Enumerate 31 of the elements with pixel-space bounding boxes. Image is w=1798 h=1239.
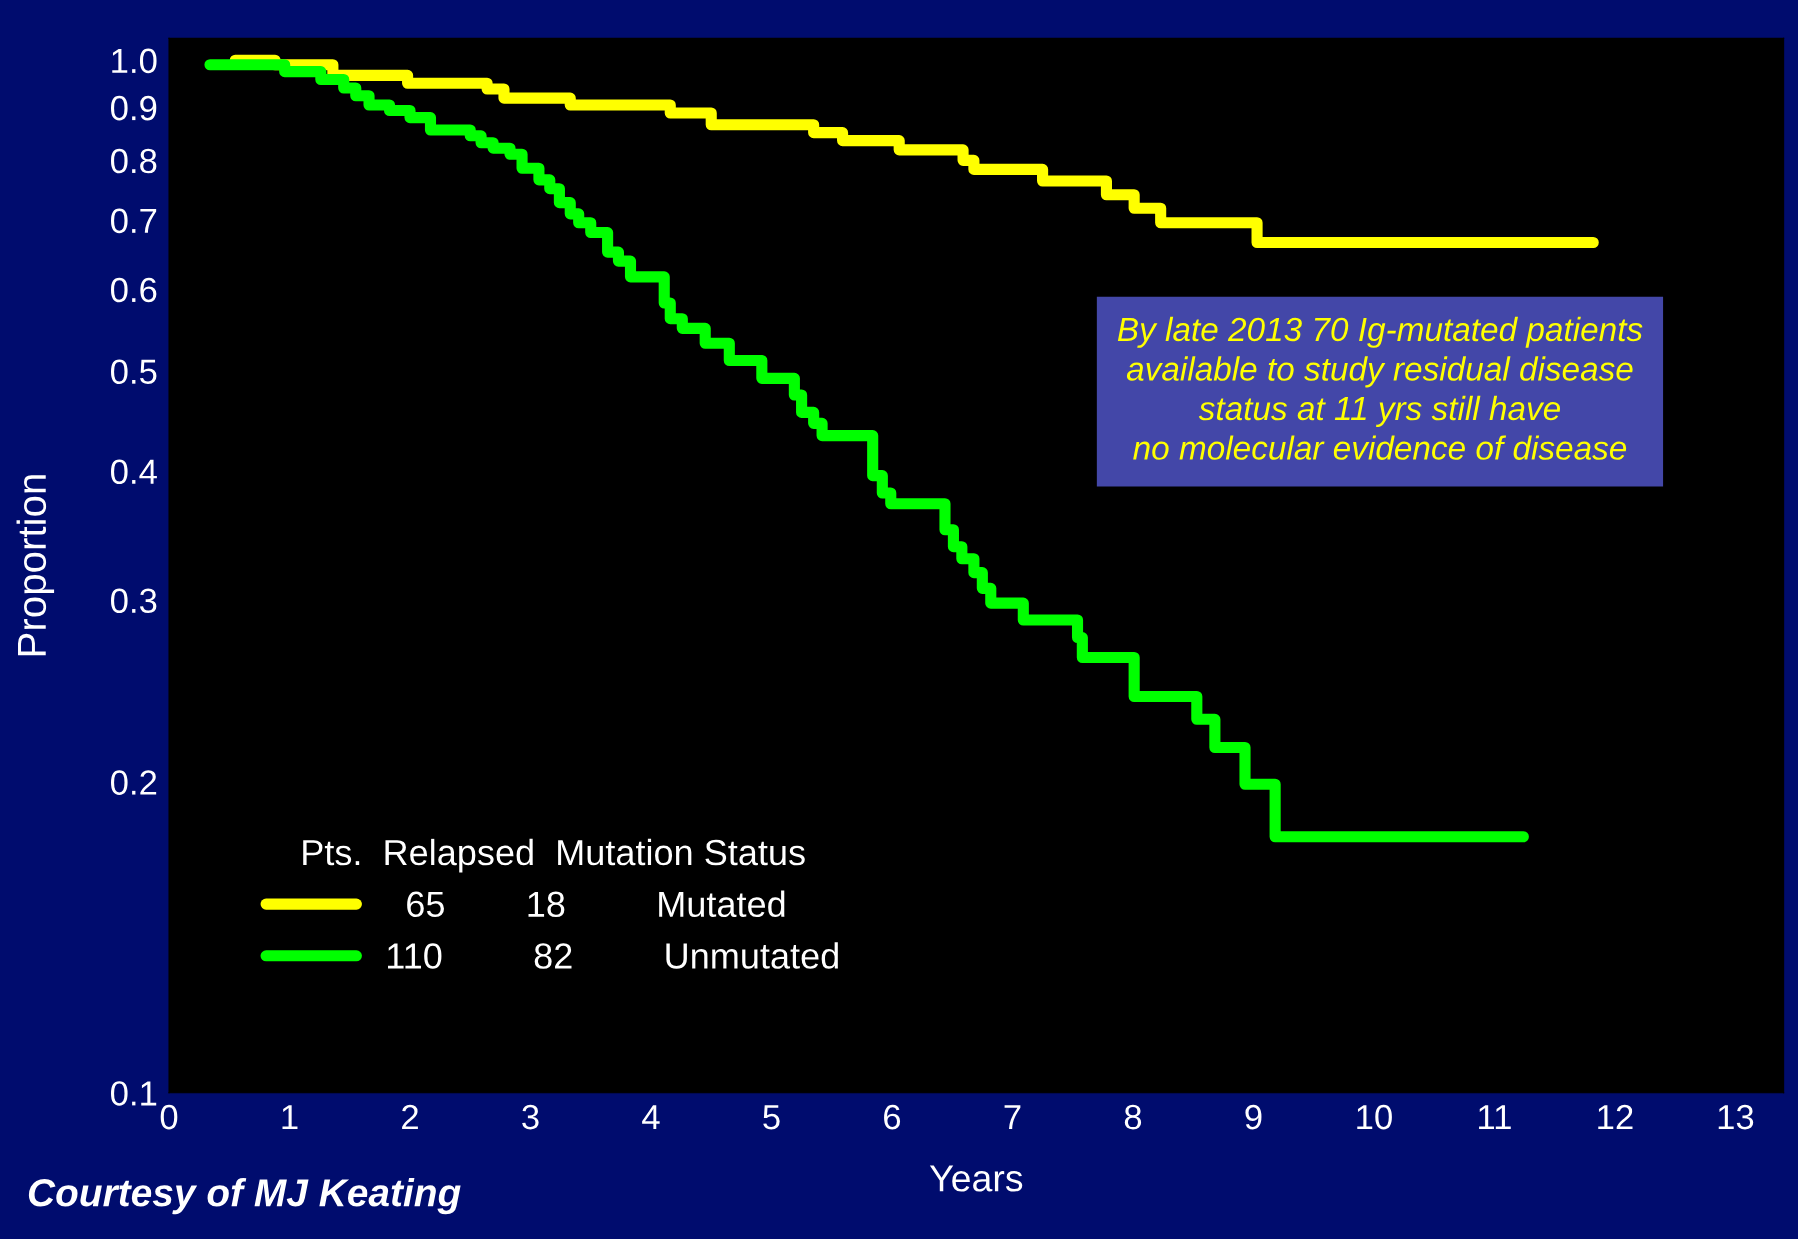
x-axis-title: Years bbox=[929, 1165, 1023, 1192]
y-tick-label: 0.6 bbox=[110, 277, 157, 303]
text: Courtesy of MJ Keating bbox=[28, 1177, 461, 1215]
x-tick-label: 9 bbox=[1245, 1104, 1262, 1130]
y-tick-label: 0.3 bbox=[110, 588, 157, 614]
y-tick-label: 0.2 bbox=[110, 770, 157, 795]
annotation: By late 2013 70 Ig-mutated patients available to study residual disease status at 11 yrs still have no molecular evidence of disease bbox=[1117, 316, 1643, 460]
x-tick-label: 6 bbox=[884, 1104, 901, 1130]
x-tick-label: 11 bbox=[1479, 1105, 1511, 1130]
y-tick-label: 1.0 bbox=[112, 48, 157, 74]
x-tick-label: 0 bbox=[160, 1104, 178, 1130]
y-tick-label: 0.7 bbox=[110, 208, 157, 234]
x-tick-label: 1 bbox=[282, 1105, 298, 1130]
x-tick-label: 2 bbox=[402, 1104, 418, 1130]
y-tick-label: 0.1 bbox=[110, 1081, 157, 1106]
legend-label: 65 18 Mutated bbox=[407, 890, 785, 918]
x-tick-label: 3 bbox=[522, 1104, 539, 1130]
y-tick-label: 0.4 bbox=[110, 459, 157, 485]
x-tick-label: 13 bbox=[1718, 1104, 1754, 1130]
y-tick-label: 0.5 bbox=[110, 359, 157, 385]
y-tick-label: 0.9 bbox=[110, 95, 157, 121]
y-axis-title: Proportion bbox=[16, 475, 55, 656]
x-tick-label: 7 bbox=[1004, 1105, 1021, 1130]
legend-title: Pts. Relapsed Mutation Status bbox=[303, 838, 805, 873]
x-tick-label: 4 bbox=[642, 1105, 660, 1130]
legend-label: 110 82 Unmutated bbox=[388, 942, 838, 969]
x-tick-label: 5 bbox=[763, 1105, 780, 1130]
x-tick-label: 10 bbox=[1357, 1104, 1392, 1130]
x-tick-label: 12 bbox=[1598, 1104, 1633, 1130]
y-tick-label: 0.8 bbox=[110, 148, 157, 174]
x-tick-label: 8 bbox=[1124, 1104, 1142, 1130]
